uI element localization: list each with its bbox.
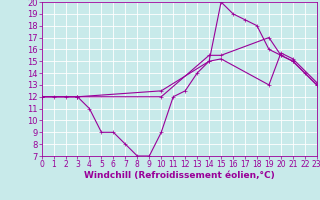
X-axis label: Windchill (Refroidissement éolien,°C): Windchill (Refroidissement éolien,°C) xyxy=(84,171,275,180)
